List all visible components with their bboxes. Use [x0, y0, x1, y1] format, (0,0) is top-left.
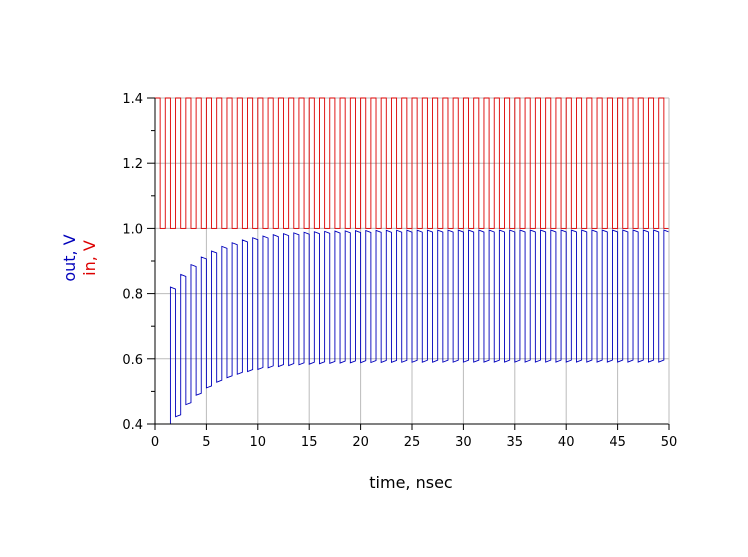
- x-tick-label: 0: [151, 435, 159, 450]
- x-tick-label: 35: [507, 435, 524, 450]
- y-tick-label: 0.4: [122, 418, 143, 433]
- x-tick-label: 20: [352, 435, 369, 450]
- y-tick-label: 0.6: [122, 353, 143, 368]
- x-tick-label: 50: [661, 435, 678, 450]
- series-in-line: [155, 97, 669, 229]
- y-tick-label: 1.0: [122, 222, 143, 237]
- x-axis-title: time, nsec: [369, 473, 452, 492]
- series-out-line: [169, 229, 670, 424]
- series-out-path: [169, 229, 670, 424]
- x-tick-label: 15: [301, 435, 318, 450]
- x-tick-label: 5: [202, 435, 210, 450]
- tick-marks: [147, 97, 670, 430]
- y-axis-title-out: out, V: [60, 234, 79, 281]
- y-tick-label: 0.8: [122, 288, 143, 303]
- y-tick-label: 1.4: [122, 92, 143, 107]
- y-axis-title-in: in, V: [80, 240, 99, 276]
- y-tick-label: 1.2: [122, 157, 143, 172]
- x-tick-label: 25: [404, 435, 421, 450]
- x-tick-label: 40: [558, 435, 575, 450]
- x-tick-label: 45: [609, 435, 626, 450]
- series-in-path: [155, 97, 669, 229]
- x-tick-label: 10: [250, 435, 267, 450]
- x-tick-label: 30: [455, 435, 472, 450]
